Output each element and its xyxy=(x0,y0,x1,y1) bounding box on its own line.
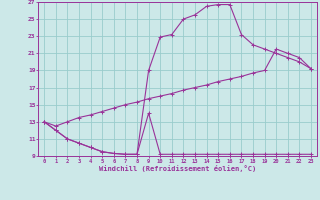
X-axis label: Windchill (Refroidissement éolien,°C): Windchill (Refroidissement éolien,°C) xyxy=(99,165,256,172)
